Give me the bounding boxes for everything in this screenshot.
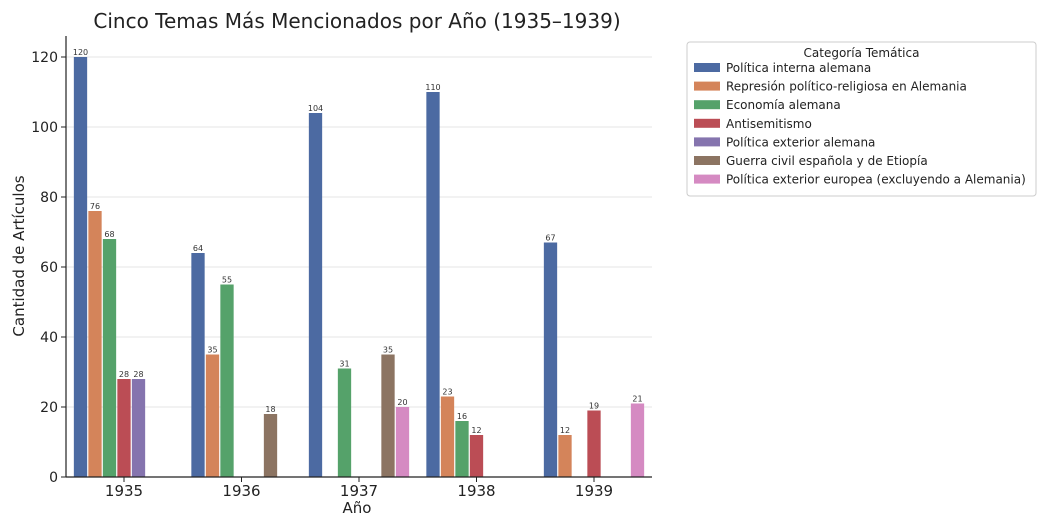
- y-axis-label: Cantidad de Artículos: [10, 175, 28, 336]
- data-label: 16: [457, 412, 467, 421]
- data-label: 23: [442, 388, 452, 397]
- y-tick-label: 80: [40, 190, 58, 206]
- data-label: 19: [589, 402, 599, 411]
- data-label: 104: [308, 104, 323, 113]
- axes: [65, 36, 652, 478]
- data-label: 28: [133, 370, 143, 379]
- y-ticks: 0 20 40 60 80 100 120: [31, 50, 66, 486]
- bar: [308, 113, 323, 477]
- legend-entry: Política interna alemana: [726, 61, 871, 75]
- bar: [337, 368, 352, 477]
- bar: [587, 410, 601, 477]
- bar: [455, 421, 469, 477]
- legend-entry: Guerra civil española y de Etiopía: [726, 154, 928, 168]
- legend-swatch: [694, 63, 720, 72]
- x-axis-label: Año: [343, 499, 372, 517]
- bar: [630, 403, 645, 477]
- data-label: 12: [560, 426, 570, 435]
- bar: [131, 379, 146, 477]
- legend-swatch: [694, 156, 720, 165]
- grid-lines: [66, 56, 652, 408]
- y-tick-label: 120: [31, 50, 58, 66]
- y-tick-label: 40: [40, 330, 58, 346]
- y-tick-label: 20: [40, 400, 58, 416]
- data-label: 120: [73, 48, 88, 57]
- data-label: 67: [545, 234, 555, 243]
- bar: [263, 414, 278, 477]
- bar: [205, 354, 220, 477]
- legend-swatch: [694, 137, 720, 147]
- bar: [395, 407, 410, 477]
- x-tick-label: 1935: [105, 482, 143, 500]
- bar: [88, 211, 102, 477]
- data-label: 55: [222, 276, 232, 285]
- y-tick-label: 0: [49, 470, 58, 486]
- data-label: 31: [339, 360, 349, 369]
- bar: [117, 379, 131, 477]
- legend-swatch: [694, 100, 720, 110]
- data-label: 35: [207, 346, 217, 355]
- data-label: 76: [90, 202, 100, 211]
- data-label: 28: [119, 370, 129, 379]
- data-label: 20: [397, 398, 407, 407]
- data-label: 12: [471, 426, 481, 435]
- data-label: 35: [383, 346, 393, 355]
- legend-entry: Política exterior alemana: [726, 135, 875, 149]
- data-labels: 120 64 104 110 67 76 35 23 12 68 55 31 16 28 12 19 28 18 3…: [73, 48, 643, 435]
- x-ticks: 1935 1936 1937 1938 1939: [105, 477, 613, 500]
- data-label: 68: [104, 230, 114, 239]
- bar: [102, 239, 117, 477]
- legend-entry: Antisemitismo: [726, 117, 812, 131]
- x-tick-label: 1939: [575, 482, 613, 500]
- bar: [558, 435, 572, 477]
- bar: [220, 284, 234, 477]
- bar: [440, 396, 455, 477]
- y-tick-label: 100: [31, 120, 58, 136]
- bar: [73, 57, 88, 477]
- legend-entry: Economía alemana: [726, 98, 841, 112]
- x-tick-label: 1938: [457, 482, 495, 500]
- legend-items: Política interna alemana Represión políti…: [694, 61, 1026, 187]
- legend-swatch: [694, 174, 720, 184]
- legend-box: [686, 41, 1037, 197]
- bar: [381, 354, 395, 477]
- data-label: 110: [425, 83, 440, 92]
- y-tick-label: 60: [40, 260, 58, 276]
- bar: [543, 242, 558, 477]
- chart-title: Cinco Temas Más Mencionados por Año (193…: [93, 9, 620, 33]
- legend-entry: Represión político-religiosa en Alemania: [726, 80, 967, 94]
- x-tick-label: 1936: [222, 482, 260, 500]
- bars: [73, 57, 645, 477]
- bar: [191, 253, 205, 477]
- legend-swatch: [694, 81, 720, 91]
- data-label: 18: [265, 405, 275, 414]
- legend: Categoría Temática Política interna alem…: [686, 41, 1037, 197]
- data-label: 21: [632, 395, 642, 404]
- bar: [469, 435, 484, 477]
- x-tick-label: 1937: [340, 482, 378, 500]
- data-label: 64: [193, 244, 203, 253]
- legend-title: Categoría Temática: [804, 46, 920, 60]
- legend-swatch: [694, 118, 720, 128]
- legend-entry: Política exterior europea (excluyendo a …: [726, 173, 1026, 187]
- bar: [426, 92, 440, 477]
